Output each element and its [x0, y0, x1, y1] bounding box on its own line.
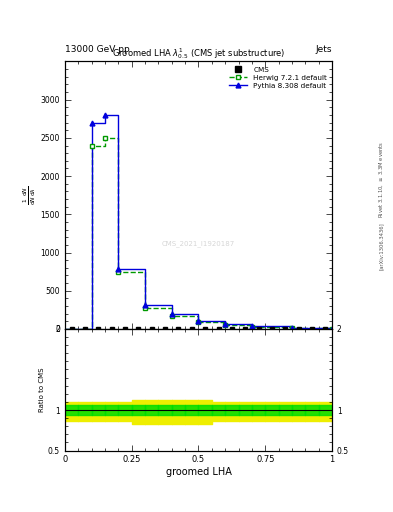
- Legend: CMS, Herwig 7.2.1 default, Pythia 8.308 default: CMS, Herwig 7.2.1 default, Pythia 8.308 …: [228, 65, 329, 90]
- Title: Groomed LHA $\lambda^{1}_{0.5}$ (CMS jet substructure): Groomed LHA $\lambda^{1}_{0.5}$ (CMS jet…: [112, 47, 285, 61]
- Y-axis label: $\frac{1}{\mathrm{d}N}\frac{\mathrm{d}N}{\mathrm{d}\lambda}$: $\frac{1}{\mathrm{d}N}\frac{\mathrm{d}N}…: [21, 185, 38, 205]
- Text: CMS_2021_I1920187: CMS_2021_I1920187: [162, 240, 235, 247]
- Text: 13000 GeV pp: 13000 GeV pp: [65, 45, 130, 54]
- X-axis label: groomed LHA: groomed LHA: [165, 467, 231, 477]
- Text: [arXiv:1306.3436]: [arXiv:1306.3436]: [379, 222, 384, 270]
- Y-axis label: Ratio to CMS: Ratio to CMS: [39, 368, 45, 412]
- Text: Jets: Jets: [316, 45, 332, 54]
- Text: Rivet 3.1.10, $\geq$ 3.3M events: Rivet 3.1.10, $\geq$ 3.3M events: [377, 141, 385, 218]
